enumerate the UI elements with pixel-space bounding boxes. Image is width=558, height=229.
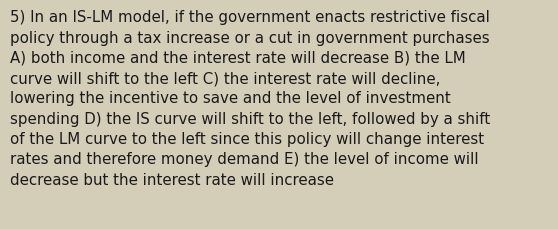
Text: 5) In an IS-LM model, if the government enacts restrictive fiscal
policy through: 5) In an IS-LM model, if the government … [10, 10, 490, 187]
